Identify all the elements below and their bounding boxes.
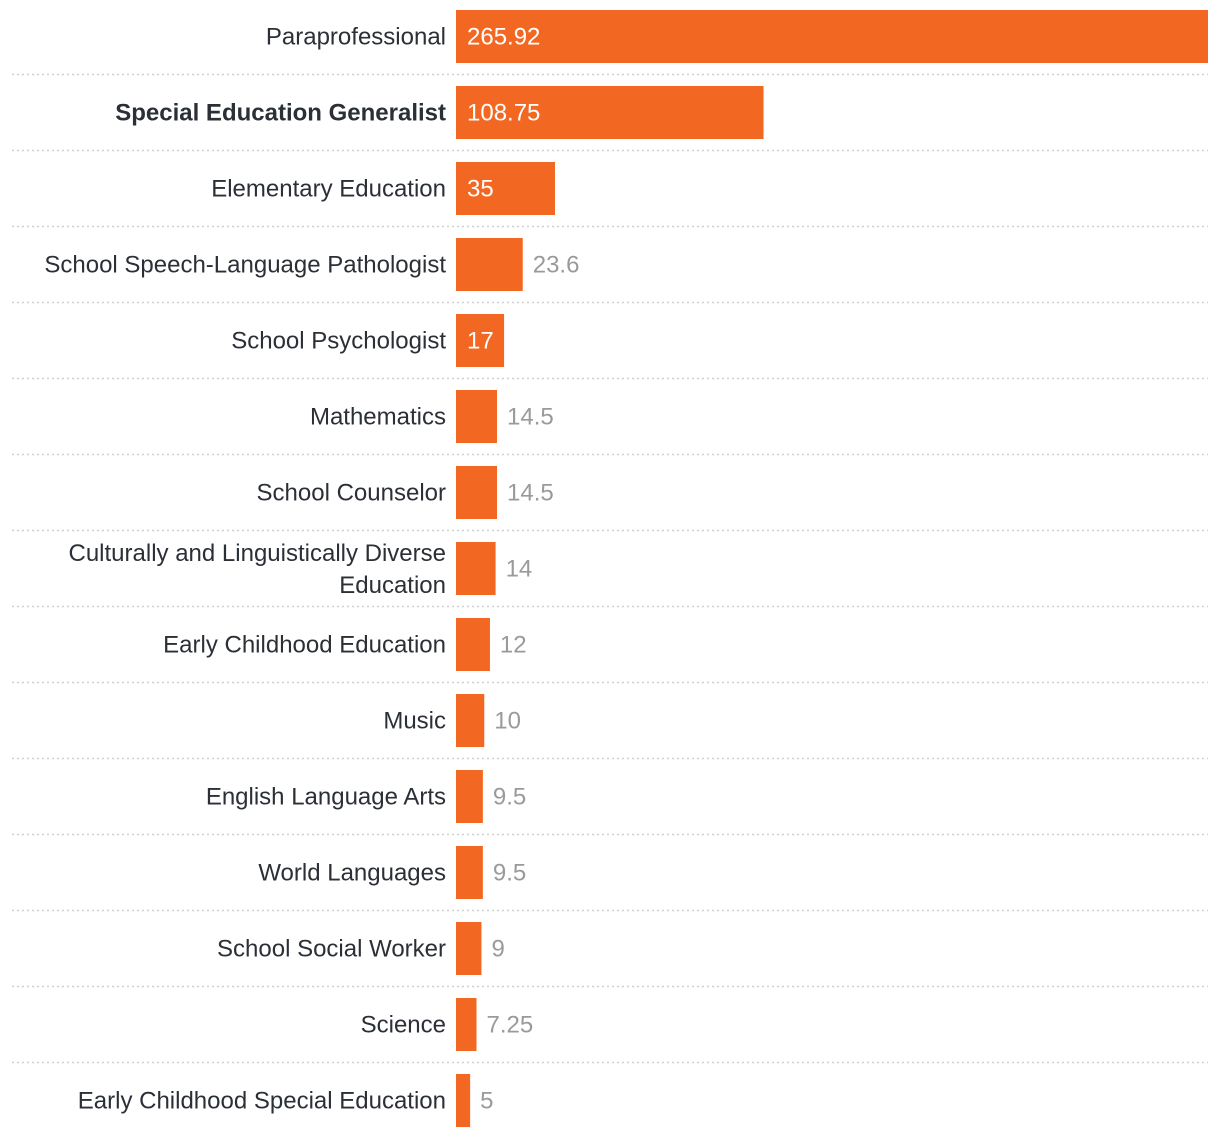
- bar-row-world-languages: World Languages 9.5: [258, 846, 526, 899]
- bar-row-paraprofessional: Paraprofessional 265.92: [266, 10, 1208, 63]
- value-label-school-counselor: 14.5: [507, 480, 554, 507]
- value-label-music: 10: [494, 708, 521, 735]
- bar-row-school-counselor: School Counselor 14.5: [257, 466, 554, 519]
- category-label-english-language-arts: English Language Arts: [206, 784, 446, 811]
- category-label-music: Music: [383, 708, 446, 735]
- bar-row-school-speech-language-pathologist: School Speech-Language Pathologist 23.6: [44, 238, 579, 291]
- category-label-school-psychologist: School Psychologist: [231, 328, 446, 355]
- bar-row-elementary-education: Elementary Education 35: [211, 162, 555, 215]
- bar-school-social-worker: [456, 922, 482, 975]
- bar-early-childhood-education: [456, 618, 490, 671]
- bar-world-languages: [456, 846, 483, 899]
- value-label-world-languages: 9.5: [493, 860, 526, 887]
- value-label-school-social-worker: 9: [491, 936, 504, 963]
- bar-school-speech-language-pathologist: [456, 238, 523, 291]
- value-label-early-childhood-special-education: 5: [480, 1088, 493, 1115]
- category-label-school-social-worker: School Social Worker: [217, 936, 446, 963]
- bar-row-school-social-worker: School Social Worker 9: [217, 922, 505, 975]
- value-label-paraprofessional: 265.92: [467, 24, 540, 51]
- category-label-special-education-generalist: Special Education Generalist: [115, 100, 446, 127]
- bar-english-language-arts: [456, 770, 483, 823]
- bar-row-early-childhood-special-education: Early Childhood Special Education 5: [78, 1074, 493, 1127]
- category-label-early-childhood-special-education: Early Childhood Special Education: [78, 1088, 446, 1115]
- bar-row-school-psychologist: School Psychologist 17: [231, 314, 505, 367]
- category-label-paraprofessional: Paraprofessional: [266, 24, 446, 51]
- value-label-mathematics: 14.5: [507, 404, 554, 431]
- bar-school-psychologist: [456, 314, 505, 367]
- value-label-school-psychologist: 17: [467, 328, 494, 355]
- bar-row-music: Music 10: [383, 694, 521, 747]
- value-label-science: 7.25: [487, 1012, 534, 1039]
- category-label-world-languages: World Languages: [258, 860, 446, 887]
- bar-row-science: Science 7.25: [361, 998, 534, 1051]
- bar-mathematics: [456, 390, 497, 443]
- category-label-elementary-education: Elementary Education: [211, 176, 446, 203]
- bar-special-education-generalist: [456, 86, 764, 139]
- bar-culturally-and-linguistically-diverse-education: [456, 542, 496, 595]
- bar-science: [456, 998, 477, 1051]
- bar-row-mathematics: Mathematics 14.5: [310, 390, 554, 443]
- category-label-early-childhood-education: Early Childhood Education: [163, 632, 446, 659]
- value-label-early-childhood-education: 12: [500, 632, 527, 659]
- bar-paraprofessional: [456, 10, 1208, 63]
- bar-row-english-language-arts: English Language Arts 9.5: [206, 770, 526, 823]
- category-label-school-speech-language-pathologist: School Speech-Language Pathologist: [44, 252, 446, 279]
- bar-elementary-education: [456, 162, 555, 215]
- category-label-culturally-and-linguistically-diverse-education: Culturally and Linguistically Diverse Edu…: [69, 540, 447, 599]
- value-label-culturally-and-linguistically-diverse-education: 14: [506, 556, 533, 583]
- value-label-special-education-generalist: 108.75: [467, 100, 540, 127]
- bar-row-special-education-generalist: Special Education Generalist 108.75: [115, 86, 764, 139]
- value-label-school-speech-language-pathologist: 23.6: [533, 252, 580, 279]
- bar-row-early-childhood-education: Early Childhood Education 12: [163, 618, 527, 671]
- category-label-mathematics: Mathematics: [310, 404, 446, 431]
- category-label-science: Science: [361, 1012, 446, 1039]
- bar-school-counselor: [456, 466, 497, 519]
- bar-early-childhood-special-education: [456, 1074, 471, 1127]
- bar-music: [456, 694, 485, 747]
- value-label-elementary-education: 35: [467, 176, 494, 203]
- category-label-school-counselor: School Counselor: [257, 480, 446, 507]
- value-label-english-language-arts: 9.5: [493, 784, 526, 811]
- bar-row-culturally-and-linguistically-diverse-education: Culturally and Linguistically Diverse Edu…: [69, 540, 533, 599]
